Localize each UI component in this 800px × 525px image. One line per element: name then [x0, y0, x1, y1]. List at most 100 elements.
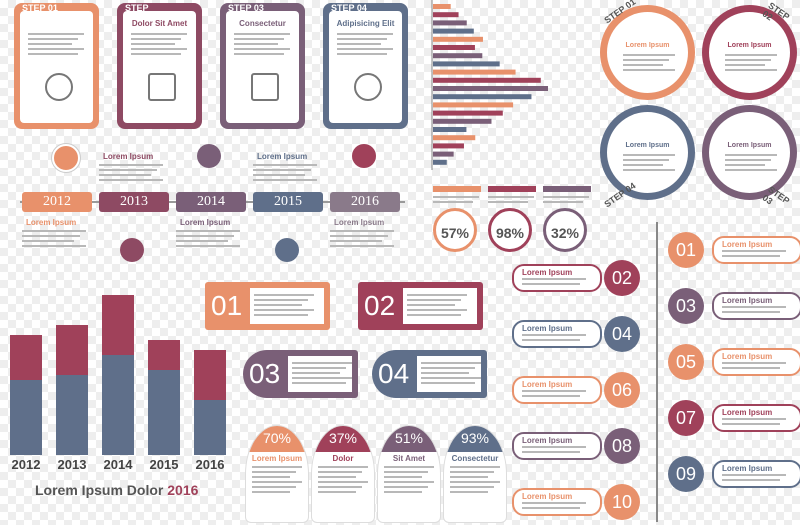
ring-header [543, 186, 591, 192]
list-number: 05 [668, 344, 704, 380]
text-line [623, 54, 675, 56]
text-line [522, 451, 580, 453]
timeline-label: Lorem Ipsum [103, 152, 154, 161]
big-bar-bottom [56, 375, 88, 455]
text-line [176, 235, 234, 237]
hbar-bar [433, 151, 454, 157]
text-line [131, 33, 187, 35]
hbar-bar [433, 4, 451, 9]
circle-step: Lorem Ipsum STEP 02 [702, 0, 797, 100]
list-pill: Lorem Ipsum [712, 404, 800, 432]
card-number: 01 [211, 290, 243, 321]
text-line [252, 481, 302, 483]
text-line [722, 306, 786, 308]
text-line [407, 314, 461, 316]
timeline-label: Lorem Ipsum [257, 152, 308, 161]
hbar-bar [433, 102, 514, 108]
text-line [384, 471, 428, 473]
text-line [234, 33, 290, 35]
big-bar-year-label: 2015 [150, 457, 179, 470]
percent-bubble: 70% Lorem Ipsum [245, 425, 309, 523]
step-label: STEP 01 [22, 3, 58, 13]
wallet-icon [251, 73, 279, 101]
circle-step-number: STEP 02 [760, 0, 792, 23]
list-number: 07 [668, 400, 704, 436]
text-line [292, 372, 340, 374]
list-label: Lorem Ipsum [522, 268, 573, 277]
text-line [407, 309, 467, 311]
step-card: STEP 03 Consectetur [220, 3, 305, 129]
circle-step: Lorem Ipsum STEP 04 [600, 105, 695, 209]
card-body [403, 288, 477, 324]
bubble-header [378, 426, 440, 452]
bubble-label: Dolor [332, 454, 354, 463]
text-line [623, 59, 669, 61]
list-pill: Lorem Ipsum [512, 488, 602, 516]
list-number: 03 [668, 288, 704, 324]
text-line [292, 367, 346, 369]
text-line [488, 196, 534, 198]
text-line [450, 471, 494, 473]
card-number: 02 [364, 290, 396, 321]
list-pill: Lorem Ipsum [512, 376, 602, 404]
text-line [522, 502, 586, 504]
text-line [450, 481, 500, 483]
text-line [318, 471, 362, 473]
bar-chart-icon [275, 238, 299, 262]
hbar-bar [433, 53, 483, 59]
text-line [330, 245, 394, 247]
step-title: Dolor Sit Amet [131, 19, 188, 28]
text-line [433, 196, 479, 198]
text-line [254, 314, 308, 316]
text-line [522, 395, 580, 397]
bubble-label: Lorem Ipsum [251, 454, 303, 463]
percent-ring: 98% [488, 208, 532, 252]
hbar-bar [433, 135, 476, 141]
ring-header [433, 186, 481, 192]
circle-step-label: Lorem Ipsum [727, 42, 772, 49]
card-number: 03 [249, 358, 281, 389]
step-card: STEP 01 [14, 3, 99, 129]
hbar-bar [433, 86, 548, 91]
bubble-percent: 93% [460, 430, 490, 446]
text-line [234, 53, 284, 55]
text-line [99, 174, 151, 176]
text-line [292, 362, 352, 364]
text-line [623, 169, 675, 171]
list-label: Lorem Ipsum [522, 436, 573, 445]
step-card: STEP 04 Adipisicing Elit [323, 3, 408, 129]
text-line [725, 64, 765, 66]
pie-chart-icon [354, 73, 382, 101]
hbar-bar [433, 20, 467, 26]
text-line [292, 382, 346, 384]
percent-ring: 57% [433, 208, 477, 252]
big-bar-year-label: 2012 [12, 457, 41, 470]
big-bar-year-label: 2014 [104, 457, 134, 470]
text-line [543, 196, 589, 198]
step-card: STEP Dolor Sit Amet [117, 3, 202, 129]
big-bar-title: Lorem Ipsum Dolor 2016 [35, 482, 199, 498]
text-line [337, 33, 393, 35]
bubble-header [246, 426, 308, 452]
calendar-icon [148, 73, 176, 101]
text-line [22, 235, 80, 237]
text-line [623, 69, 675, 71]
text-line [407, 294, 467, 296]
text-line [450, 466, 500, 468]
text-line [318, 481, 368, 483]
text-line [252, 476, 290, 478]
text-line [131, 38, 181, 40]
text-line [522, 283, 580, 285]
text-line [407, 304, 455, 306]
list-pill: Lorem Ipsum [712, 348, 800, 376]
bubble-percent: 70% [262, 430, 292, 446]
timeline-year: 2016 [330, 192, 400, 212]
circle-step-label: Lorem Ipsum [727, 142, 772, 149]
text-line [421, 362, 481, 364]
step-title: Consectetur [239, 19, 286, 28]
text-line [28, 43, 72, 45]
list-label: Lorem Ipsum [522, 324, 573, 333]
text-line [384, 481, 434, 483]
text-line [252, 466, 302, 468]
text-line [28, 53, 78, 55]
